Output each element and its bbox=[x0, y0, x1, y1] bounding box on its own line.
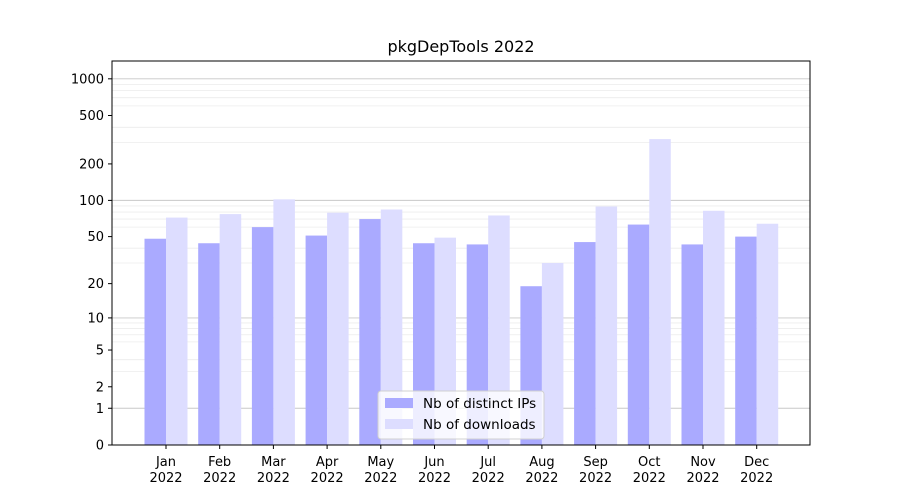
y-tick-label: 2 bbox=[96, 380, 104, 395]
y-tick-label: 500 bbox=[79, 109, 104, 124]
bar-downloads bbox=[166, 217, 188, 445]
x-tick-label: Jan 2022 bbox=[149, 455, 182, 486]
bar-downloads bbox=[380, 209, 403, 445]
x-tick-label: Oct 2022 bbox=[633, 455, 666, 486]
legend: Nb of distinct IPs Nb of downloads bbox=[377, 390, 545, 440]
y-axis: 0 1 2 5 10 20 50 100 200 500 1000 bbox=[71, 72, 112, 454]
bar-distinct-ips bbox=[305, 235, 328, 445]
x-tick-label: Sep 2022 bbox=[579, 455, 612, 486]
x-axis: Jan 2022 Feb 2022 Mar 2022 Apr 2022 May 2022 Jun 20… bbox=[149, 445, 773, 486]
x-tick-label: Aug 2022 bbox=[525, 455, 558, 486]
x-tick-label: Feb 2022 bbox=[203, 455, 236, 486]
bar-downloads bbox=[327, 212, 349, 445]
x-tick-label: May 2022 bbox=[364, 455, 397, 486]
y-tick-label: 100 bbox=[79, 194, 104, 209]
bar-downloads bbox=[219, 214, 242, 445]
bar-downloads bbox=[488, 215, 510, 445]
x-tick-label: Jun 2022 bbox=[418, 455, 451, 486]
bar-downloads bbox=[649, 139, 671, 446]
bar-distinct-ips bbox=[627, 224, 650, 445]
y-tick-label: 20 bbox=[87, 277, 104, 292]
y-tick-label: 1 bbox=[96, 402, 104, 417]
y-tick-label: 1000 bbox=[71, 72, 104, 87]
x-tick-label: Dec 2022 bbox=[740, 455, 773, 486]
legend-box bbox=[377, 390, 545, 440]
bar-distinct-ips bbox=[144, 238, 166, 445]
bar-distinct-ips bbox=[681, 244, 703, 445]
bar-downloads bbox=[703, 210, 725, 445]
y-tick-label: 5 bbox=[96, 344, 104, 359]
bar-distinct-ips bbox=[735, 236, 757, 445]
plot-frame bbox=[111, 60, 811, 446]
x-tick-label: Nov 2022 bbox=[686, 455, 719, 486]
y-tick-label: 50 bbox=[87, 230, 104, 245]
x-tick-label: Apr 2022 bbox=[311, 455, 344, 486]
bar-downloads bbox=[756, 223, 779, 445]
bar-downloads bbox=[595, 206, 618, 445]
bar-distinct-ips bbox=[574, 242, 596, 445]
bar-distinct-ips bbox=[251, 227, 274, 445]
legend-label: Nb of downloads bbox=[423, 417, 536, 433]
bar-distinct-ips bbox=[198, 243, 220, 445]
legend-swatch bbox=[385, 419, 413, 429]
bar-downloads bbox=[273, 199, 295, 445]
y-tick-label: 10 bbox=[87, 311, 104, 326]
x-tick-label: Mar 2022 bbox=[257, 455, 290, 486]
x-tick-label: Jul 2022 bbox=[472, 455, 505, 486]
legend-swatch bbox=[385, 398, 413, 408]
bar-distinct-ips bbox=[359, 219, 381, 445]
legend-label: Nb of distinct IPs bbox=[423, 396, 536, 412]
chart-title: pkgDepTools 2022 bbox=[387, 37, 534, 56]
y-tick-label: 200 bbox=[79, 157, 104, 172]
y-tick-label: 0 bbox=[96, 439, 104, 454]
bar-downloads bbox=[541, 262, 564, 445]
